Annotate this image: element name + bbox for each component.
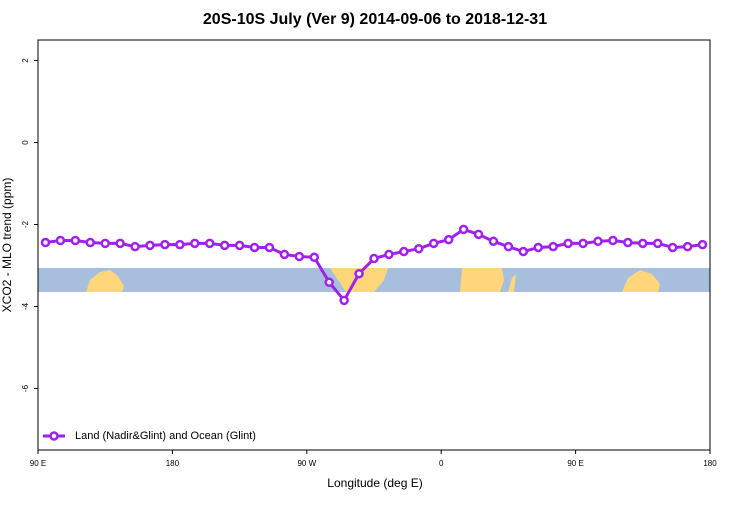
- data-point: [623, 237, 633, 248]
- x-axis-label: Longitude (deg E): [327, 476, 422, 490]
- data-point: [503, 241, 514, 252]
- data-point: [593, 236, 603, 247]
- y-tick-label: 0: [21, 140, 30, 145]
- data-point: [234, 240, 245, 251]
- x-tick-label: 90 W: [297, 459, 316, 468]
- y-tick-label: -6: [21, 384, 30, 392]
- y-tick-label: -4: [21, 302, 30, 310]
- data-point: [40, 237, 51, 248]
- data-point: [458, 224, 469, 235]
- legend-label: Land (Nadir&Glint) and Ocean (Glint): [75, 430, 256, 442]
- x-tick-label: 0: [439, 459, 444, 468]
- data-point: [384, 249, 394, 260]
- data-point: [204, 238, 215, 249]
- y-tick-label: 2: [21, 58, 30, 63]
- x-tick-label: 180: [703, 459, 717, 468]
- data-point: [219, 240, 230, 251]
- data-point: [488, 236, 499, 247]
- data-point: [578, 238, 588, 249]
- data-point: [190, 238, 200, 249]
- data-point: [563, 238, 573, 249]
- data-point: [160, 239, 170, 250]
- data-point: [518, 246, 529, 257]
- map-strip: [38, 268, 710, 292]
- data-point: [428, 238, 439, 249]
- data-point: [369, 253, 379, 264]
- data-point: [652, 238, 663, 249]
- plot-frame: [37, 39, 711, 451]
- data-point: [85, 237, 96, 248]
- data-point: [279, 249, 290, 260]
- data-point: [682, 241, 693, 252]
- data-point: [533, 242, 544, 253]
- data-point: [354, 268, 364, 279]
- chart-title: 20S-10S July (Ver 9) 2014-09-06 to 2018-…: [203, 11, 547, 28]
- data-point: [130, 241, 140, 252]
- data-point: [443, 234, 454, 245]
- data-point: [115, 238, 125, 249]
- data-point: [414, 243, 424, 254]
- data-point: [638, 238, 648, 249]
- data-point: [55, 235, 66, 246]
- legend-marker: [49, 431, 59, 441]
- data-point: [399, 246, 409, 257]
- data-point: [324, 277, 334, 288]
- x-tick-label: 90 E: [30, 459, 46, 468]
- data-point: [175, 239, 185, 250]
- data-point: [473, 229, 484, 240]
- data-point: [697, 239, 708, 250]
- x-tick-label: 180: [166, 459, 180, 468]
- data-point: [339, 295, 349, 306]
- data-point: [70, 235, 81, 246]
- data-point: [608, 235, 618, 246]
- data-point: [145, 240, 155, 251]
- data-point: [294, 251, 305, 262]
- x-tick-label: 90 E: [567, 459, 583, 468]
- y-axis-label: XCO2 - MLO trend (ppm): [0, 178, 14, 313]
- data-point: [548, 241, 558, 252]
- data-point: [249, 242, 260, 253]
- data-point: [667, 242, 678, 253]
- data-point: [309, 252, 320, 263]
- data-point: [100, 238, 110, 249]
- data-point: [264, 242, 275, 253]
- y-tick-label: -2: [21, 220, 30, 228]
